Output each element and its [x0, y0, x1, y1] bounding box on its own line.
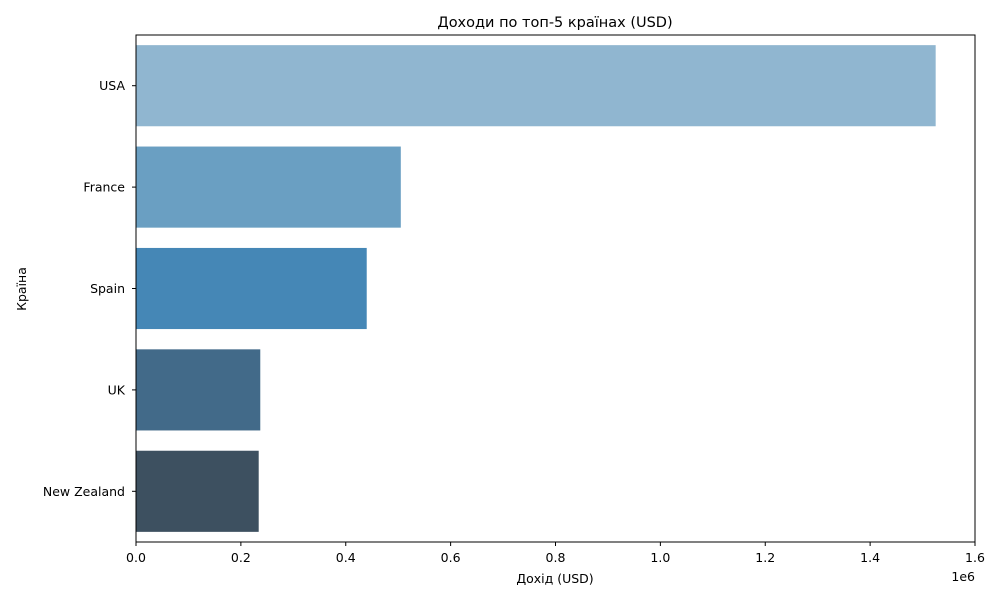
bar-new-zealand: [136, 450, 259, 532]
x-axis-label: Дохід (USD): [516, 571, 593, 586]
bar-uk: [136, 349, 261, 431]
x-tick-label: 0.6: [441, 550, 461, 565]
x-tick-label: 1.2: [755, 550, 775, 565]
x-tick-label: 1.6: [965, 550, 985, 565]
x-tick-label: 0.0: [126, 550, 146, 565]
x-axis-ticks: 0.0 0.2 0.4 0.6 0.8 1.0 1.2 1.4 1.6: [126, 542, 985, 565]
bar-usa: [136, 45, 936, 127]
y-tick-label: Spain: [90, 281, 125, 296]
y-axis-ticks: USA France Spain UK New Zealand: [43, 78, 136, 499]
x-tick-label: 1.4: [860, 550, 880, 565]
y-axis-label: Країна: [14, 267, 29, 311]
plot-frame: [135, 34, 976, 543]
bar-france: [136, 146, 401, 228]
x-tick-label: 0.8: [546, 550, 566, 565]
bars-group: [136, 45, 936, 532]
x-tick-label: 0.4: [336, 550, 356, 565]
x-axis-offset-label: 1e6: [951, 569, 975, 584]
y-tick-label: New Zealand: [43, 484, 125, 499]
x-tick-label: 1.0: [650, 550, 670, 565]
y-tick-label: UK: [108, 382, 126, 397]
chart-title: Доходи по топ-5 країнах (USD): [437, 15, 672, 31]
y-tick-label: USA: [99, 78, 125, 93]
y-tick-label: France: [83, 180, 125, 195]
bar-spain: [136, 247, 367, 330]
x-tick-label: 0.2: [231, 550, 251, 565]
